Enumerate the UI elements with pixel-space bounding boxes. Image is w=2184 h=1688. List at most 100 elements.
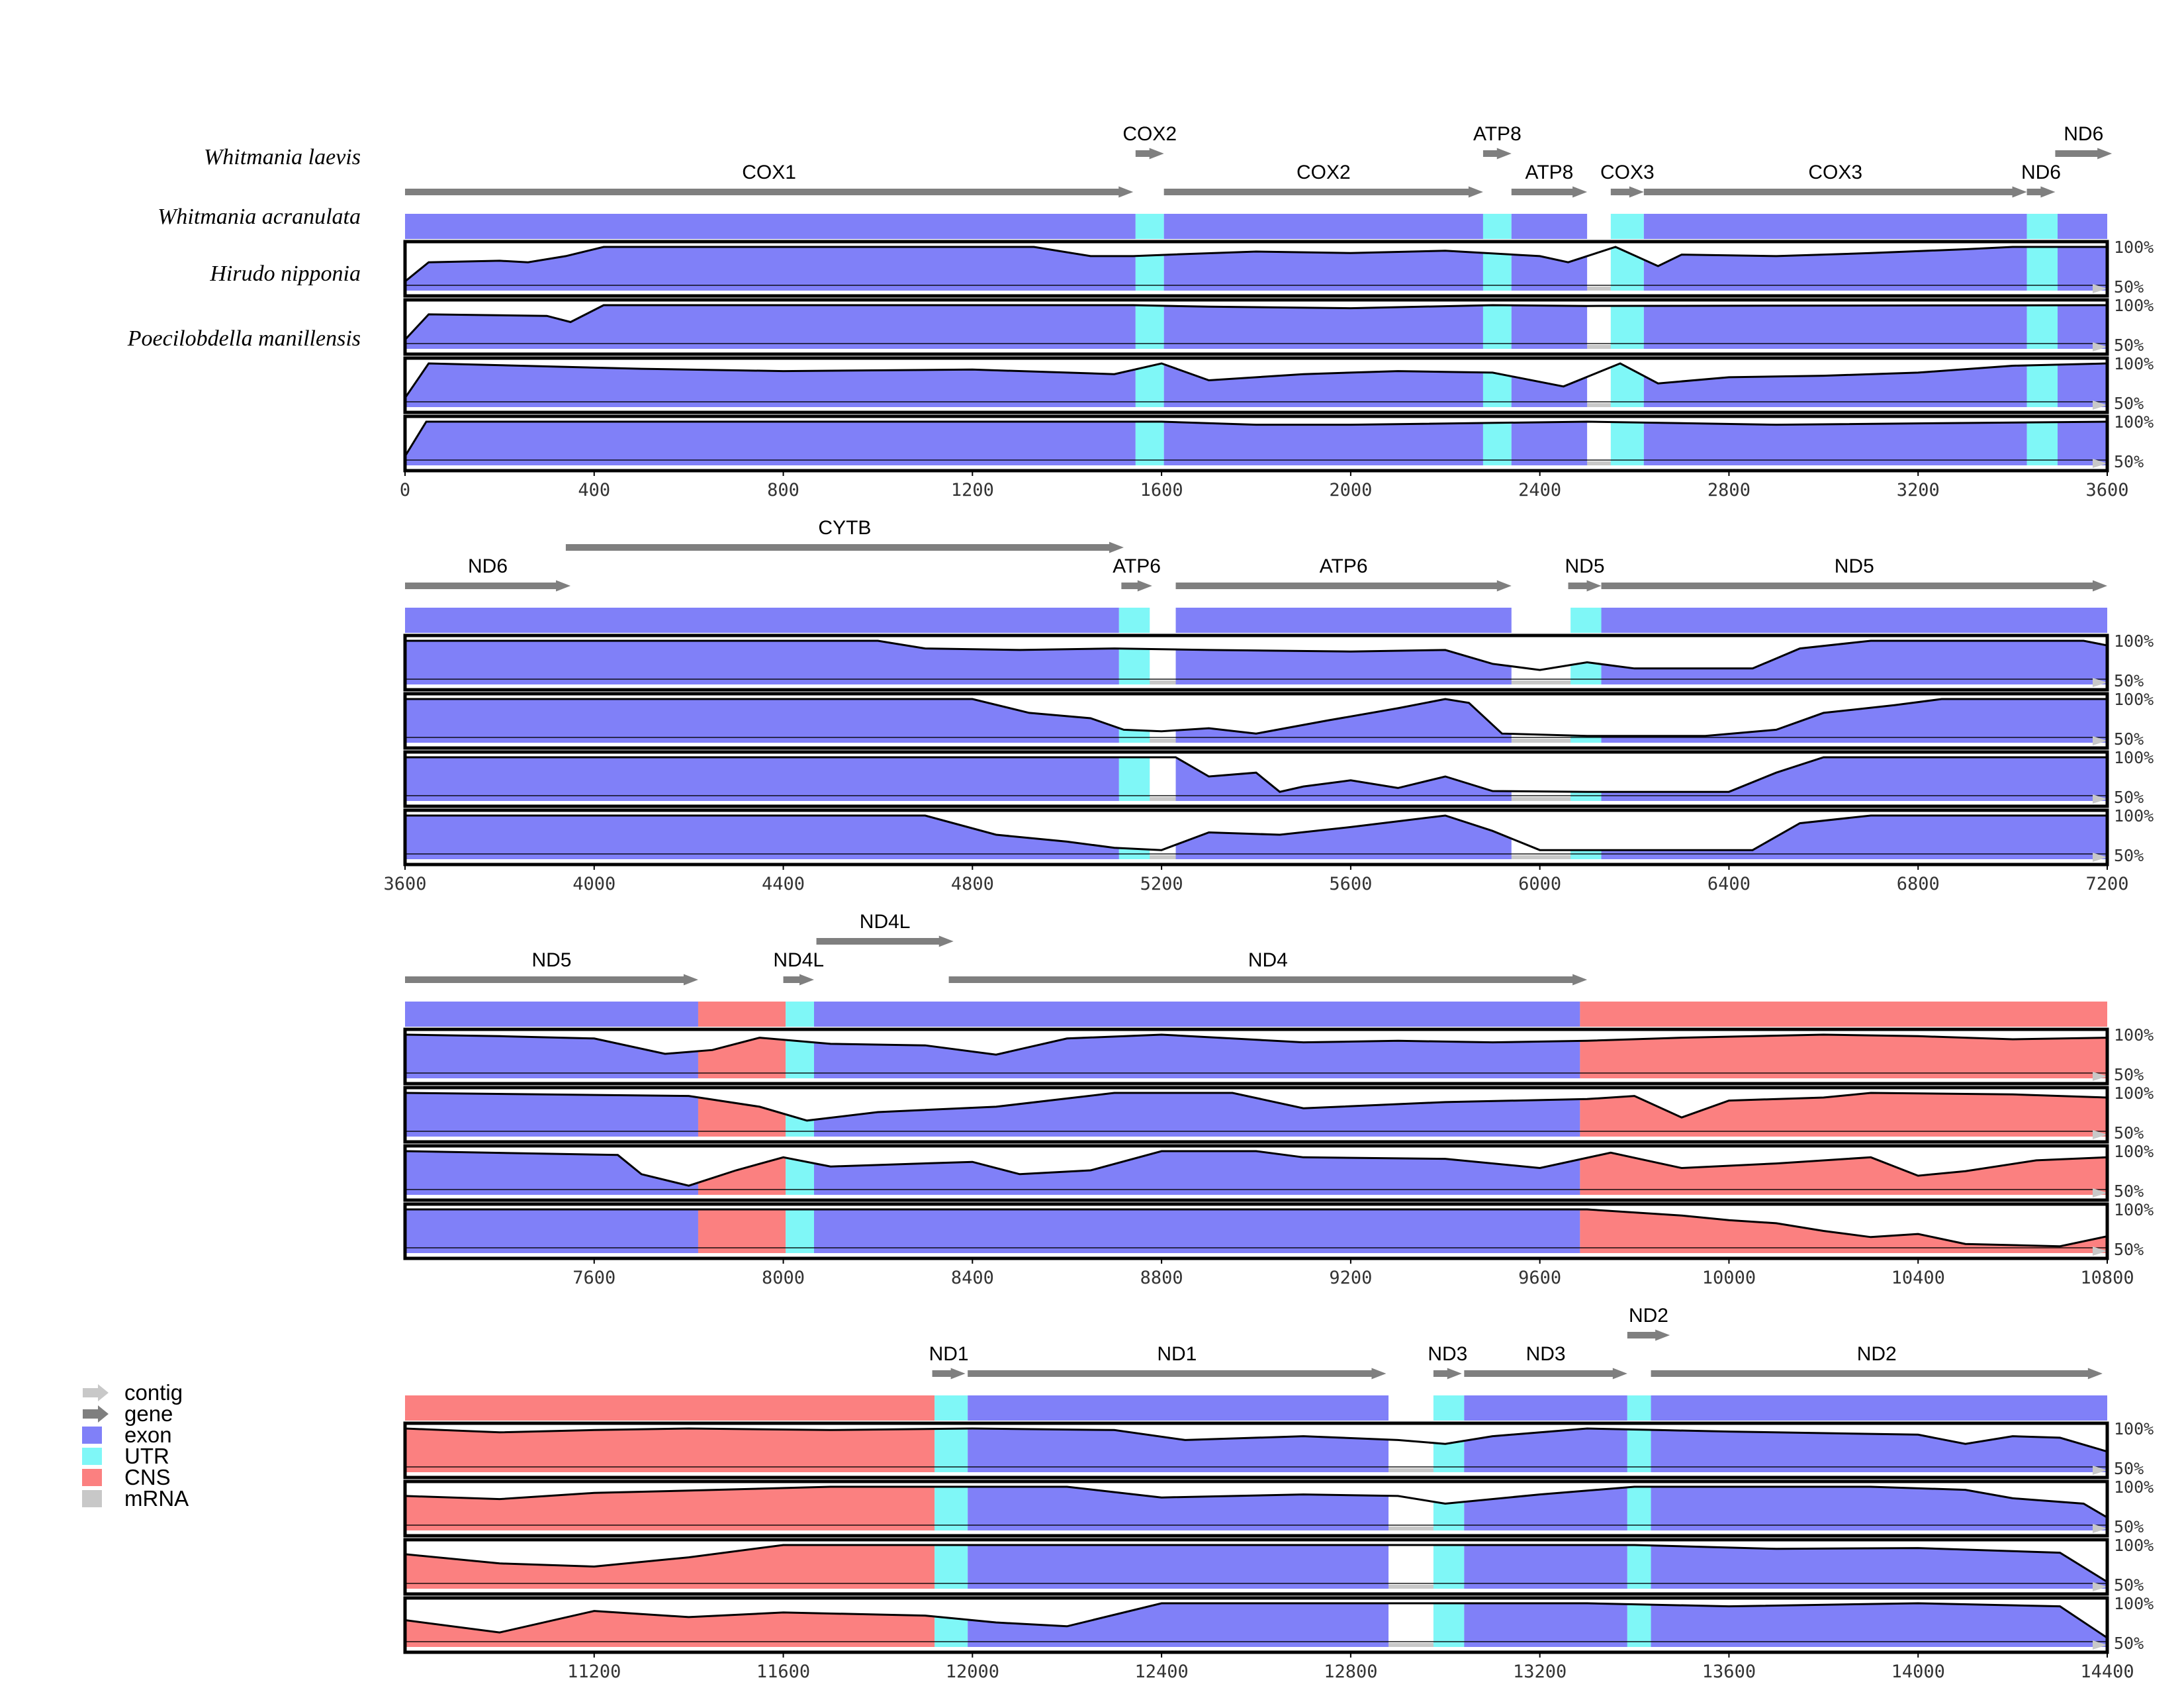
gene-label: ND4 — [1248, 949, 1288, 971]
exon-fill — [968, 1487, 1389, 1530]
UTR-bar-segment — [1570, 608, 1602, 633]
pct-50-label: 50% — [2114, 788, 2144, 807]
conservation-track: 100% 50% — [403, 238, 2154, 298]
gene-label: COX2 — [1122, 123, 1177, 145]
pct-100-label: 100% — [2114, 1200, 2154, 1219]
exon-bar-segment — [1175, 608, 1512, 633]
pct-50-label: 50% — [2114, 452, 2144, 471]
contig-arrow — [2093, 284, 2107, 293]
pct-100-label: 100% — [2114, 1084, 2154, 1103]
exon-fill — [1511, 247, 1588, 291]
UTR-fill — [1433, 1545, 1465, 1589]
UTR-fill — [2026, 305, 2058, 349]
exon-bar-segment — [1651, 1395, 2107, 1421]
UTR-bar-segment — [934, 1395, 968, 1421]
gene-label: ATP6 — [1113, 555, 1161, 577]
pct-50-label: 50% — [2114, 1182, 2144, 1201]
identity-curve — [405, 698, 2107, 737]
identity-curve — [405, 814, 2107, 851]
gene-label: ATP6 — [1320, 555, 1368, 577]
contig-arrow — [2093, 678, 2107, 687]
contig-arrow — [2093, 342, 2107, 352]
UTR-bar-segment — [786, 1002, 814, 1027]
x-tick-label: 1200 — [951, 480, 994, 500]
CNS-fill — [698, 1209, 786, 1253]
exon-fill — [1643, 305, 2027, 349]
UTR-fill — [2026, 247, 2058, 291]
exon-bar-segment — [405, 214, 1136, 239]
pct-100-label: 100% — [2114, 296, 2154, 315]
gene-label: ND4L — [773, 949, 824, 971]
CNS-fill — [1580, 1151, 2107, 1195]
x-tick-label: 3600 — [383, 874, 426, 894]
gene-arrow — [783, 974, 814, 986]
panel-4: ND1 ND1 ND3 ND3ND2ND2100%50%100%50%100%50%1… — [403, 1305, 2154, 1682]
x-tick-label: 12400 — [1134, 1662, 1188, 1682]
exon-fill — [1651, 1487, 2107, 1530]
gene-legend-label: gene — [124, 1401, 173, 1426]
pct-50-label: 50% — [2114, 846, 2144, 865]
gene-arrow — [405, 186, 1134, 198]
exon-bar-segment — [813, 1002, 1580, 1027]
x-tick-label: 4400 — [762, 874, 805, 894]
conservation-track: 100% 50% — [403, 412, 2154, 473]
contig-arrow — [2093, 736, 2107, 745]
x-tick-label: 2800 — [1707, 480, 1751, 500]
gene-label: ND5 — [1835, 555, 1874, 577]
track-frame — [403, 1086, 2109, 1144]
contig-arrow — [2093, 1466, 2107, 1475]
mRNA-legend-swatch — [82, 1490, 102, 1507]
exon-fill — [1163, 363, 1483, 407]
contig-legend-label: contig — [124, 1380, 183, 1405]
conservation-track: 100% 50% — [403, 1084, 2154, 1144]
x-tick-label: 7200 — [2085, 874, 2128, 894]
track-frame — [403, 1027, 2109, 1086]
UTR-fill — [1118, 641, 1150, 684]
contig-arrow — [2093, 1072, 2107, 1081]
pct-50-label: 50% — [2114, 277, 2144, 297]
CNS-fill — [698, 1093, 786, 1137]
UTR-fill — [1482, 305, 1512, 349]
CNS-fill — [1580, 1035, 2107, 1078]
gene-label: ND3 — [1428, 1343, 1467, 1365]
UTR-fill — [1627, 1603, 1651, 1647]
exon-fill — [2057, 247, 2107, 291]
UTR-bar-segment — [2026, 214, 2058, 239]
x-tick-label: 10800 — [2080, 1268, 2134, 1288]
exon-bar-segment — [1511, 214, 1588, 239]
UTR-fill — [1135, 363, 1164, 407]
conservation-track: 100% 50% — [403, 1536, 2154, 1596]
x-tick-label: 12800 — [1324, 1662, 1377, 1682]
UTR-fill — [2026, 422, 2058, 465]
UTR-fill — [1118, 816, 1150, 859]
contig-arrow — [2093, 1130, 2107, 1139]
exon-fill — [405, 757, 1119, 801]
contig-arrow — [2093, 853, 2107, 862]
identity-curve — [405, 1427, 2107, 1453]
conservation-track: 100% 50% — [403, 1594, 2154, 1654]
UTR-fill — [1482, 247, 1512, 291]
exon-fill — [1163, 305, 1483, 349]
gene-arrow — [816, 935, 954, 947]
UTR-fill — [1135, 422, 1164, 465]
x-tick-label: 14000 — [1891, 1662, 1945, 1682]
UTR-fill — [1433, 1487, 1465, 1530]
conservation-track: 100% 50% — [403, 1200, 2154, 1260]
track-frame — [403, 1144, 2109, 1202]
gene-arrow — [2055, 148, 2113, 160]
UTR-fill — [1610, 422, 1644, 465]
conservation-track: 100% 50% — [403, 354, 2154, 414]
gene-arrow — [1163, 186, 1483, 198]
exon-fill — [968, 1603, 1389, 1647]
pct-50-label: 50% — [2114, 1123, 2144, 1143]
x-tick-label: 10000 — [1702, 1268, 1756, 1288]
track-frame — [403, 808, 2109, 867]
pct-100-label: 100% — [2114, 1536, 2154, 1555]
track-frame — [403, 692, 2109, 750]
exon-bar-segment — [405, 1002, 698, 1027]
track-frame — [403, 1421, 2109, 1479]
contig-arrow — [2093, 1188, 2107, 1197]
gene-arrow — [1643, 186, 2027, 198]
